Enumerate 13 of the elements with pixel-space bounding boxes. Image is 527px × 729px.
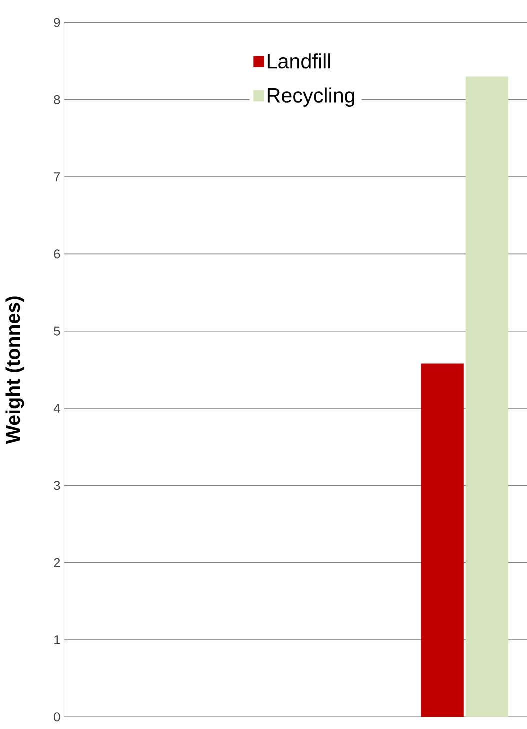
y-axis-title: Weight (tonnes) <box>6 296 24 444</box>
legend-label: Recycling <box>268 88 354 108</box>
y-tick-label: 0 <box>54 712 60 722</box>
y-tick-label: 6 <box>54 250 60 259</box>
y-tick-label: 1 <box>54 636 60 644</box>
y-tick-label: 4 <box>54 404 60 413</box>
y-tick-label: 8 <box>54 95 60 104</box>
y-tick-label: 3 <box>54 481 60 490</box>
y-tick-label: 9 <box>54 18 60 28</box>
y-tick-label: 7 <box>54 172 60 182</box>
y-tick-label: 5 <box>54 326 60 336</box>
legend-label: Landfill <box>268 54 330 69</box>
y-tick-label: 2 <box>54 558 60 568</box>
